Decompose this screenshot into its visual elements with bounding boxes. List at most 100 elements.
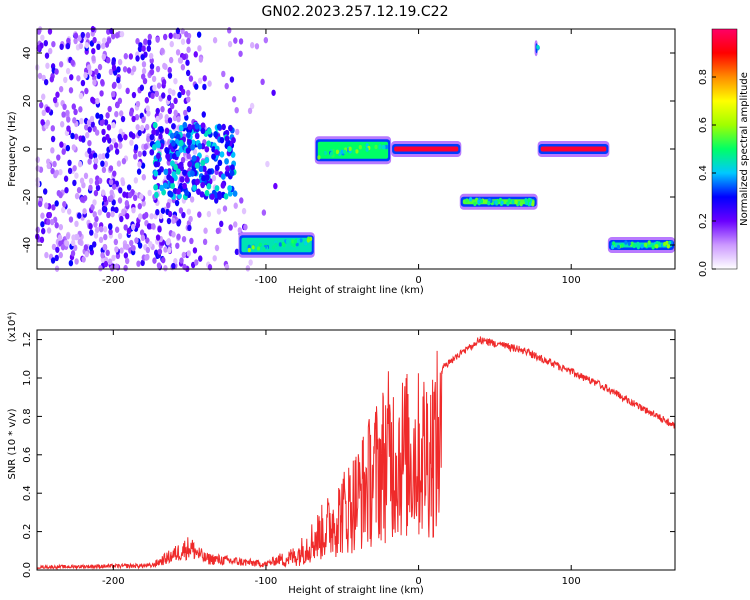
heat-dot-278 (136, 168, 142, 175)
heat-dot-639 (141, 45, 146, 52)
heat-dot-869 (150, 92, 155, 100)
heat-dot-789 (90, 96, 95, 104)
heat-speck-1235 (343, 149, 347, 155)
heat-speck-1178 (247, 244, 251, 250)
heat-dot-314 (56, 154, 61, 161)
heat-dot-769 (58, 61, 64, 68)
heat-dot-692 (140, 259, 145, 267)
heat-speck-1263 (468, 197, 473, 202)
heat-dot-725 (181, 251, 187, 259)
heat-dot-620 (45, 119, 51, 127)
heat-dot-434 (263, 36, 269, 44)
heat-dot-65 (58, 168, 63, 176)
heat-dot-821 (214, 244, 220, 252)
heat-dot-420 (89, 229, 94, 236)
heat-dot-885 (43, 188, 48, 195)
heat-speck-1187 (291, 239, 295, 244)
heat-dot-490 (70, 59, 75, 66)
heat-dot-739 (188, 215, 193, 223)
heat-dot-592 (101, 128, 106, 136)
heat-dot-722 (50, 135, 56, 143)
heat-dot-634 (88, 184, 93, 192)
heat-dot-831 (126, 184, 132, 191)
heat-dot-1017 (184, 189, 190, 197)
heat-speck-1325 (611, 244, 615, 250)
heat-dot-1024 (219, 151, 225, 158)
heat-speck-1278 (494, 199, 498, 205)
heat-dot-752 (136, 260, 141, 267)
heat-dot-751 (54, 68, 59, 75)
heat-dot-676 (101, 166, 107, 174)
heat-dot-689 (91, 55, 96, 62)
spectrogram-y-tick-label: 40 (22, 47, 33, 60)
heat-speck-1256 (506, 201, 510, 206)
heat-dot-1144 (153, 184, 159, 191)
heat-dot-855 (71, 103, 76, 110)
heat-dot-1157 (207, 168, 212, 175)
heat-dot-606 (149, 213, 154, 220)
heat-dot-802 (109, 194, 114, 202)
heat-dot-649 (184, 31, 189, 38)
heat-dot-487 (101, 136, 107, 143)
heat-dot-858 (181, 53, 187, 61)
heat-dot-463 (245, 265, 251, 272)
heat-dot-363 (108, 228, 113, 236)
heat-dot-1084 (209, 193, 215, 200)
heat-dot-513 (40, 119, 45, 126)
heat-speck-1291 (536, 44, 540, 50)
heat-speck-1320 (627, 241, 631, 246)
heat-dot-780 (39, 101, 44, 109)
heat-speck-1258 (465, 198, 469, 203)
heat-dot-861 (72, 165, 77, 172)
heat-speck-1313 (636, 244, 640, 250)
heat-dot-701 (194, 83, 199, 90)
heat-dot-616 (84, 87, 89, 95)
heat-dot-507 (215, 227, 221, 235)
heat-dot-69 (84, 124, 89, 131)
heat-dot-163 (37, 72, 43, 80)
heat-speck-1280 (519, 201, 523, 207)
heat-dot-681 (65, 144, 71, 152)
heat-dot-770 (129, 110, 134, 117)
heat-speck-1279 (531, 202, 535, 207)
heat-dot-633 (114, 246, 119, 253)
heat-speck-1172 (258, 242, 262, 248)
heat-dot-563 (117, 82, 122, 90)
heat-dot-814 (87, 158, 92, 165)
heat-dot-421 (156, 262, 162, 269)
heat-dot-151 (110, 206, 116, 213)
heat-dot-400 (122, 243, 128, 250)
heat-dot-307 (162, 33, 168, 41)
heat-dot-806 (146, 223, 152, 230)
heat-dot-480 (201, 111, 206, 118)
heat-dot-1116 (153, 161, 159, 168)
heat-dot-500 (97, 209, 103, 216)
heat-dot-778 (44, 52, 50, 59)
heat-dot-62 (155, 65, 161, 73)
heat-dot-842 (202, 238, 208, 246)
heat-dot-505 (138, 42, 143, 49)
heat-dot-783 (137, 203, 142, 210)
heat-dot-756 (167, 107, 173, 115)
heat-dot-481 (108, 144, 114, 151)
heat-dot-137 (90, 204, 95, 211)
heat-speck-1260 (507, 198, 511, 203)
heat-dot-1089 (182, 169, 187, 176)
heat-dot-640 (47, 47, 53, 55)
heat-dot-1068 (187, 138, 192, 146)
heat-dot-439 (147, 33, 152, 41)
heat-dot-491 (186, 37, 191, 45)
heat-dot-1139 (216, 123, 222, 131)
heat-dot-803 (212, 255, 217, 262)
heat-dot-1155 (171, 140, 176, 147)
heat-dot-890 (250, 42, 255, 49)
heat-speck-1237 (330, 151, 334, 156)
spectrogram-x-tick-label: -100 (255, 275, 278, 286)
heat-dot-750 (87, 126, 92, 133)
heat-dot-72 (249, 102, 255, 110)
heat-dot-7 (106, 211, 111, 219)
heat-speck-1229 (374, 144, 378, 150)
heat-dot-636 (155, 208, 160, 216)
heat-dot-392 (58, 85, 64, 93)
heat-dot-838 (119, 215, 124, 223)
